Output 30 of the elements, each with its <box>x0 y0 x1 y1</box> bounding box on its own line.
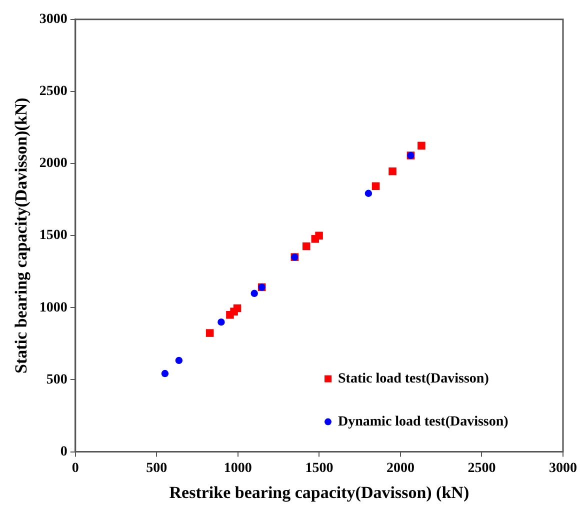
point <box>233 304 242 312</box>
y-tick-label: 2500 <box>39 84 68 100</box>
x-tick-label: 1000 <box>224 460 252 476</box>
y-tick-label: 1500 <box>39 228 68 244</box>
point <box>388 167 396 176</box>
x-tick-label: 500 <box>146 460 168 476</box>
x-tick-label: 1500 <box>305 460 334 476</box>
y-tick-label: 3000 <box>39 12 68 28</box>
point <box>418 142 426 150</box>
point <box>364 190 372 197</box>
point <box>302 242 310 250</box>
y-tick-label: 1000 <box>39 300 68 316</box>
x-axis-title: Restrike bearing capacity(Davisson) (kN) <box>169 483 470 502</box>
point <box>315 232 323 240</box>
point <box>175 356 183 364</box>
point <box>250 290 258 297</box>
point <box>218 318 225 326</box>
point <box>372 182 380 190</box>
x-tick-label: 0 <box>72 460 79 476</box>
point <box>161 370 169 378</box>
x-tick-label: 2500 <box>468 460 496 476</box>
y-axis-title: Static bearing capacity(Davisson)(kN) <box>12 98 31 374</box>
y-tick-label: 500 <box>46 372 68 388</box>
y-tick-label: 2000 <box>39 156 68 172</box>
y-tick-label: 0 <box>60 444 68 460</box>
x-tick-label: 3000 <box>549 460 577 476</box>
legend-label: Static load test(Davisson) <box>338 371 490 386</box>
legend-label: Dynamic load test(Davisson) <box>338 414 509 430</box>
point <box>206 329 214 337</box>
x-tick-label: 2000 <box>386 460 414 476</box>
